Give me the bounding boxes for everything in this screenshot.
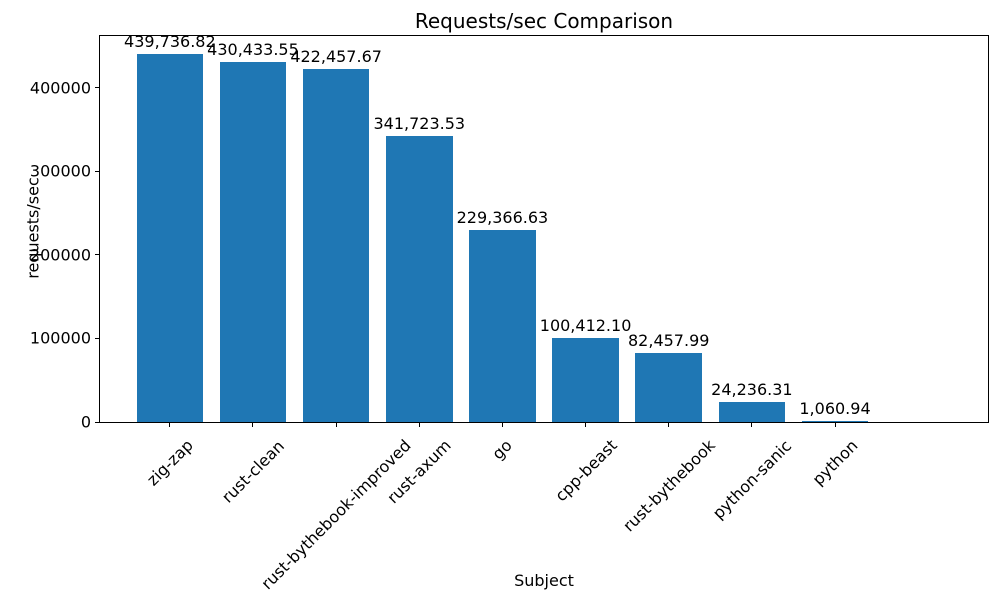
bar-value-label: 100,412.10 (539, 316, 632, 336)
y-tick-mark (95, 170, 99, 172)
x-tick-label: python (808, 436, 862, 490)
bar (635, 353, 702, 422)
x-tick-mark (668, 423, 670, 427)
bar (386, 136, 453, 422)
x-tick-mark (585, 423, 587, 427)
bar-value-label: 229,366.63 (456, 208, 549, 228)
bar (552, 338, 619, 422)
bar-value-label: 341,723.53 (373, 114, 466, 134)
x-tick-label: rust-bythebook-improved (257, 435, 415, 594)
x-tick-label: rust-clean (217, 436, 289, 507)
y-tick-label: 200000 (29, 245, 91, 265)
x-tick-mark (501, 423, 503, 427)
bar (302, 68, 370, 422)
bar-value-label: 82,457.99 (628, 331, 710, 351)
x-tick-mark (169, 423, 171, 427)
x-tick-label: cpp-beast (550, 435, 621, 506)
x-tick-mark (335, 423, 337, 427)
bar-value-label: 430,433.55 (207, 40, 299, 60)
bar-value-label: 1,060.94 (799, 399, 871, 419)
bar (136, 54, 204, 422)
x-tick-label: zig-zap (142, 436, 197, 490)
y-tick-mark (95, 421, 99, 423)
plot-area: 0 100000 200000 300000 400000 439,736.82 zig-z… (30, 32, 989, 593)
bar (219, 62, 287, 422)
bar-value-label: 422,457.67 (290, 46, 382, 66)
y-tick-mark (95, 337, 99, 339)
bar (469, 230, 536, 422)
bar-value-label: 439,736.82 (124, 32, 216, 52)
x-tick-mark (751, 423, 753, 427)
bar-value-label: 24,236.31 (711, 379, 793, 399)
y-tick-label: 300000 (29, 161, 91, 181)
bar (718, 401, 786, 422)
chart-title: Requests/sec Comparison (414, 9, 674, 33)
y-tick-mark (95, 87, 99, 89)
x-tick-mark (834, 423, 836, 427)
x-tick-mark (252, 423, 254, 427)
x-tick-label: python-sanic (708, 435, 796, 523)
y-tick-mark (95, 254, 99, 256)
y-tick-label: 400000 (29, 78, 91, 98)
x-tick-label: go (488, 436, 517, 464)
y-tick-label: 0 (80, 412, 91, 432)
y-tick-label: 100000 (29, 328, 91, 348)
bar (801, 421, 869, 422)
x-axis-label: Subject (514, 571, 574, 590)
x-tick-label: rust-bythebook (618, 436, 719, 536)
x-tick-mark (418, 423, 420, 427)
